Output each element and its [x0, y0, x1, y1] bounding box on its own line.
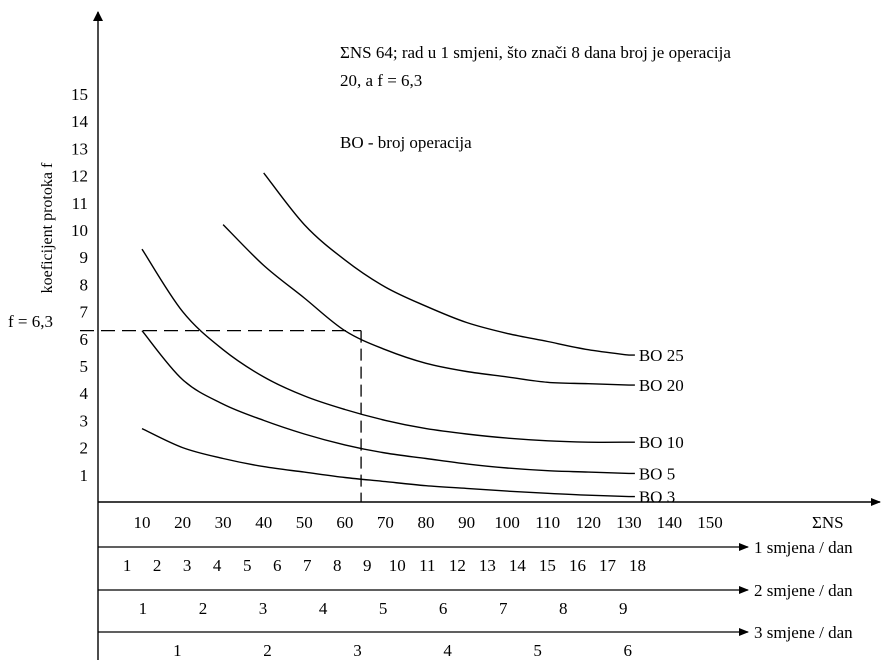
- y-tick-label: 14: [71, 112, 89, 131]
- annotation-line-3: BO - broj operacija: [340, 133, 472, 152]
- secondary-tick-label-row1: 8: [333, 556, 342, 575]
- series-label: BO 20: [639, 376, 684, 395]
- secondary-tick-label-row3: 3: [353, 641, 362, 660]
- series-labels: BO 25 BO 20 BO 10 BO 5 BO 3: [639, 346, 684, 506]
- y-tick-label: 2: [80, 439, 89, 458]
- axis-2-smjene-label: 2 smjene / dan: [754, 581, 853, 600]
- secondary-tick-label-row1: 7: [303, 556, 312, 575]
- secondary-tick-label-row1: 3: [183, 556, 192, 575]
- x-tick-label: 130: [616, 513, 642, 532]
- y-axis-label: koeficijent protoka f: [39, 162, 56, 293]
- secondary-tick-label-row1: 18: [629, 556, 646, 575]
- secondary-tick-label-row2: 4: [319, 599, 328, 618]
- secondary-tick-label-row1: 2: [153, 556, 162, 575]
- secondary-tick-label-row1: 5: [243, 556, 252, 575]
- y-tick-label: 10: [71, 221, 88, 240]
- secondary-tick-label-row1: 15: [539, 556, 556, 575]
- y-tick-label: 9: [80, 248, 89, 267]
- curve-bo-3: [141, 427, 635, 498]
- y-tick-label: 8: [80, 275, 89, 294]
- secondary-tick-label-row2: 5: [379, 599, 388, 618]
- x-tick-label: 20: [174, 513, 191, 532]
- x-tick-label: 110: [535, 513, 560, 532]
- secondary-tick-label-row1: 12: [449, 556, 466, 575]
- secondary-tick-labels: 1 2 3 4 5 6 7 8 9 10 11 12 13 14 15 16 17 181 2 3 4 5 6 7 8 91 2 3 4…: [123, 556, 646, 660]
- y-tick-label: 1: [80, 466, 89, 485]
- curve-bo-20: [222, 224, 635, 386]
- annotation-line-1: ΣNS 64; rad u 1 smjeni, što znači 8 dana…: [340, 43, 731, 62]
- x-tick-label: 50: [296, 513, 313, 532]
- x-tick-label: 90: [458, 513, 475, 532]
- secondary-tick-label-row1: 13: [479, 556, 496, 575]
- axis-1-smjena-label: 1 smjena / dan: [754, 538, 853, 557]
- annotation-line-2: 20, a f = 6,3: [340, 71, 422, 90]
- y-tick-label: 7: [80, 303, 89, 322]
- secondary-tick-label-row3: 4: [443, 641, 452, 660]
- secondary-tick-label-row2: 2: [199, 599, 208, 618]
- curves: [141, 172, 635, 498]
- secondary-tick-label-row3: 6: [624, 641, 633, 660]
- curve-bo-25: [263, 172, 635, 356]
- y-tick-label: 11: [72, 194, 88, 213]
- y-tick-label: 13: [71, 139, 88, 158]
- x-tick-label: 60: [336, 513, 353, 532]
- y-tick-label: 6: [80, 330, 89, 349]
- y-tick-label: 3: [80, 411, 89, 430]
- secondary-tick-label-row2: 9: [619, 599, 628, 618]
- secondary-tick-label-row1: 10: [389, 556, 406, 575]
- x-tick-label: 10: [134, 513, 151, 532]
- x-tick-label: 70: [377, 513, 394, 532]
- x-tick-labels: 10 20 30 40 50 60 70 80 90 100 110 120 130 140 150: [134, 513, 723, 532]
- x-tick-label: 150: [697, 513, 723, 532]
- y-tick-label: 15: [71, 85, 88, 104]
- secondary-tick-label-row2: 8: [559, 599, 568, 618]
- axis-3-smjene-label: 3 smjene / dan: [754, 623, 853, 642]
- marker-label: f = 6,3: [8, 312, 53, 331]
- secondary-tick-label-row2: 3: [259, 599, 268, 618]
- secondary-tick-label-row3: 1: [173, 641, 182, 660]
- x-axis-label: ΣNS: [812, 513, 844, 532]
- marker-guides: [80, 330, 362, 502]
- secondary-tick-label-row1: 4: [213, 556, 222, 575]
- secondary-tick-label-row1: 14: [509, 556, 527, 575]
- curve-bo-5: [141, 330, 635, 475]
- secondary-tick-label-row2: 6: [439, 599, 448, 618]
- series-label: BO 10: [639, 433, 684, 452]
- curve-bo-10: [141, 248, 635, 443]
- y-tick-label: 4: [80, 384, 89, 403]
- secondary-tick-label-row3: 2: [263, 641, 272, 660]
- secondary-tick-label-row1: 9: [363, 556, 372, 575]
- y-tick-label: 5: [80, 357, 89, 376]
- x-tick-label: 100: [494, 513, 520, 532]
- x-tick-label: 120: [576, 513, 602, 532]
- series-label: BO 3: [639, 488, 675, 507]
- secondary-tick-label-row1: 1: [123, 556, 132, 575]
- x-tick-label: 80: [418, 513, 435, 532]
- y-tick-label: 12: [71, 167, 88, 186]
- x-tick-label: 30: [215, 513, 232, 532]
- secondary-tick-label-row1: 17: [599, 556, 617, 575]
- secondary-tick-label-row3: 5: [533, 641, 542, 660]
- x-tick-label: 140: [657, 513, 683, 532]
- secondary-tick-label-row2: 1: [139, 599, 148, 618]
- series-label: BO 5: [639, 464, 675, 483]
- x-tick-label: 40: [255, 513, 272, 532]
- secondary-tick-label-row2: 7: [499, 599, 508, 618]
- series-label: BO 25: [639, 346, 684, 365]
- secondary-tick-label-row1: 16: [569, 556, 586, 575]
- secondary-tick-label-row1: 6: [273, 556, 282, 575]
- secondary-tick-label-row1: 11: [419, 556, 435, 575]
